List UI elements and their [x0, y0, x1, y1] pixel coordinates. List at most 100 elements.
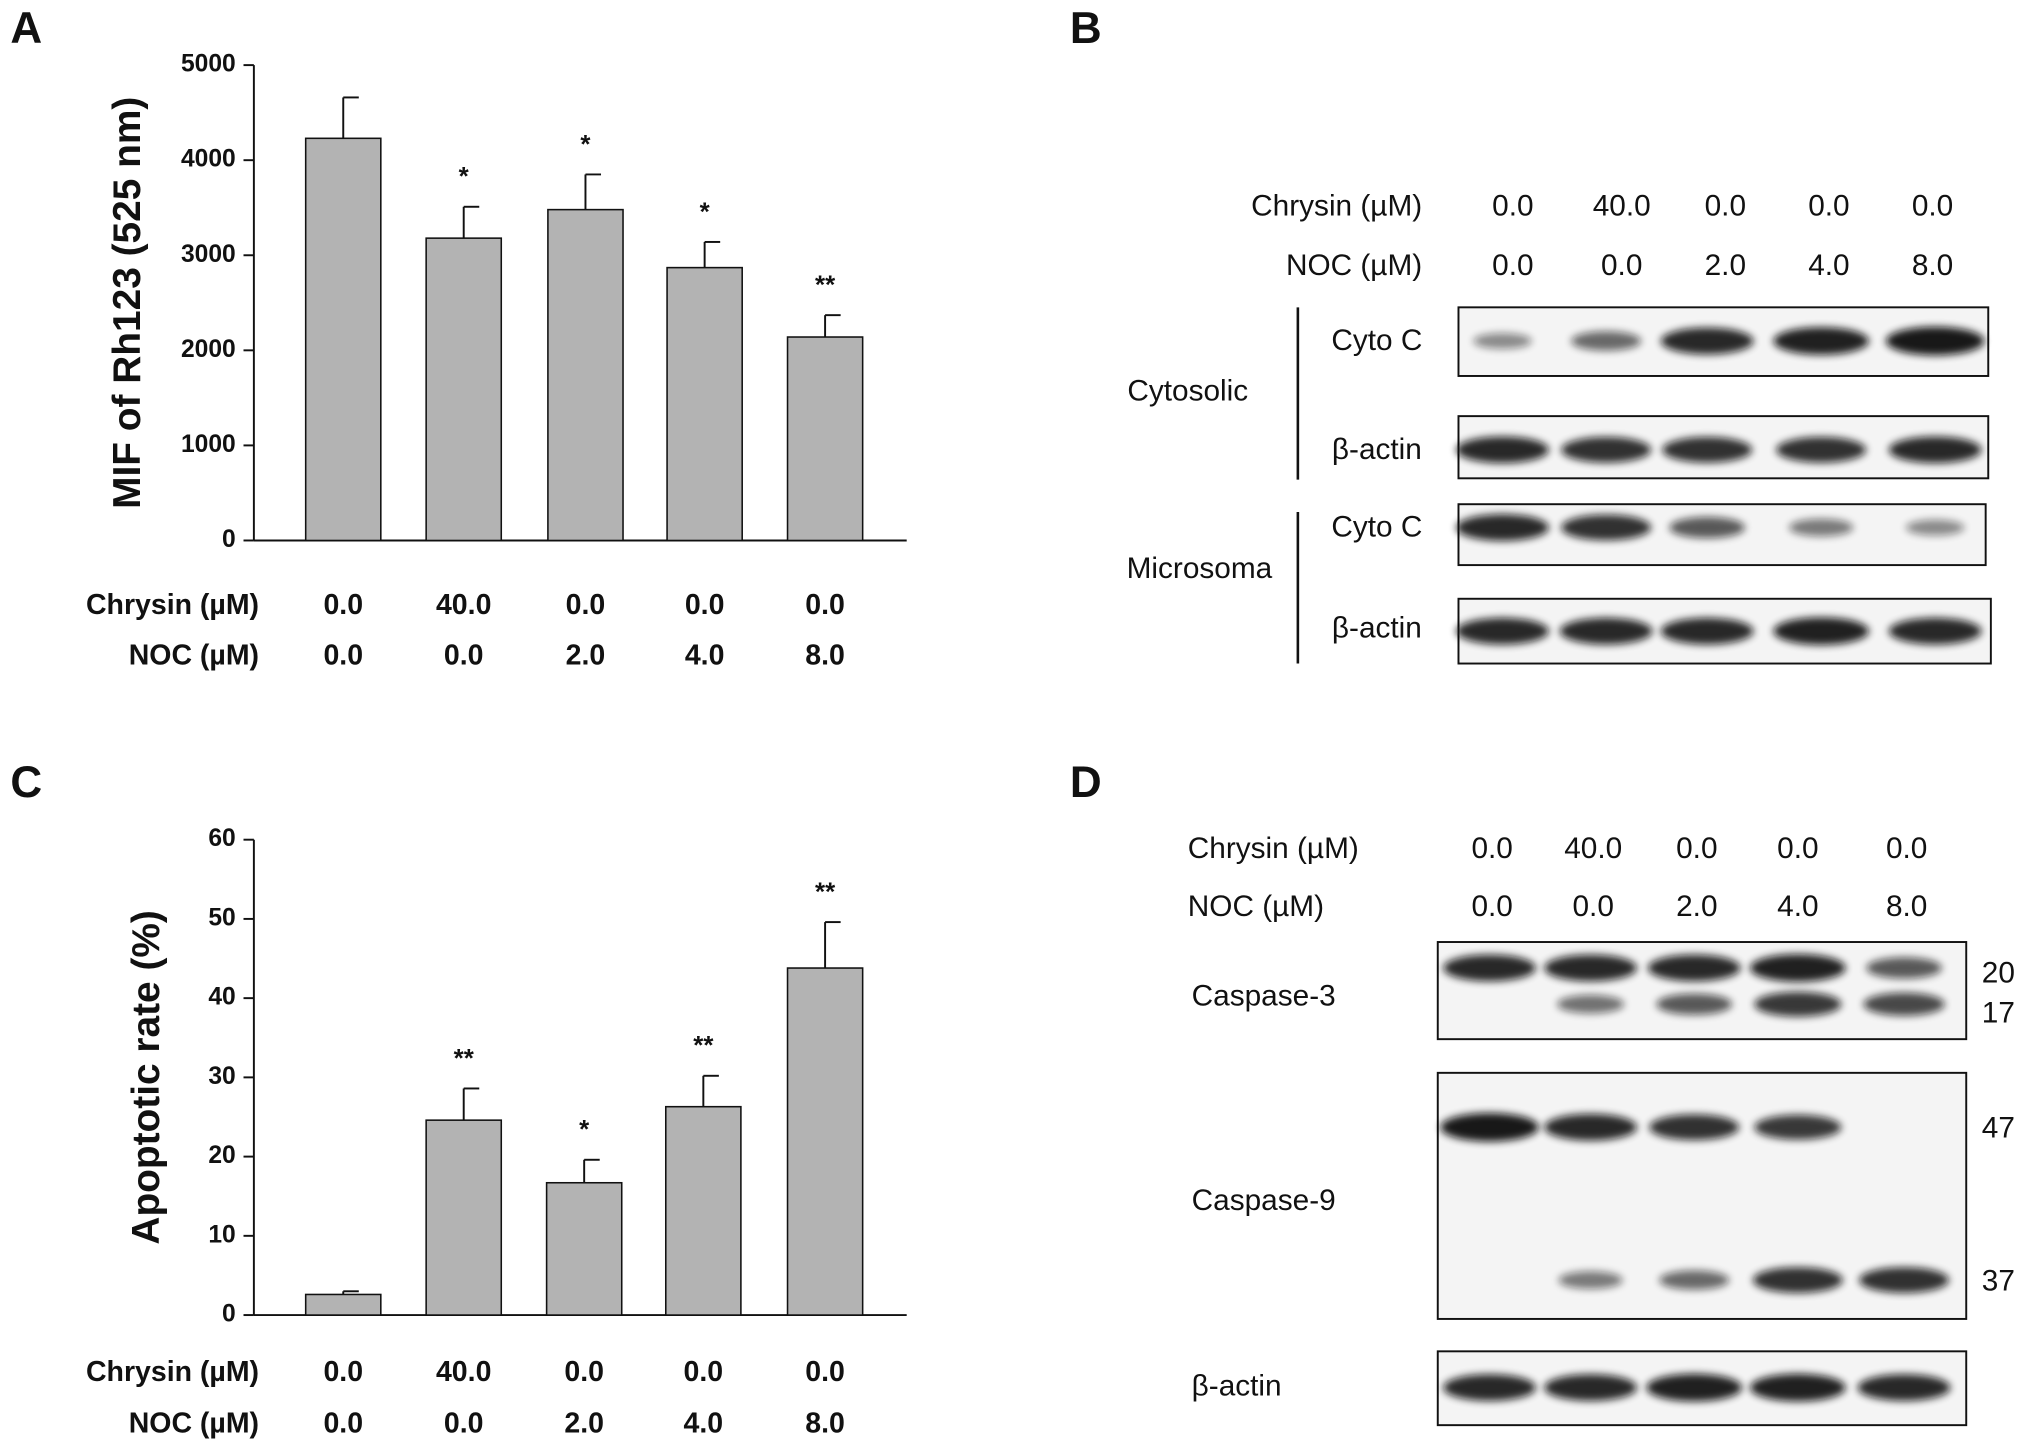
row-label: β-actin: [1192, 1369, 1282, 1402]
condition-label: NOC (µM): [129, 640, 259, 672]
bar: [786, 967, 864, 1316]
significance: *: [459, 163, 470, 191]
significance: *: [700, 198, 711, 226]
y-tick-label: 40: [208, 984, 235, 1011]
band: [1754, 991, 1842, 1017]
mw-marker: 37: [1982, 1265, 2015, 1298]
significance: *: [579, 1116, 590, 1144]
band: [1773, 617, 1869, 645]
band: [1443, 1374, 1536, 1401]
bar: [547, 208, 624, 542]
condition-value: 0.0: [1471, 832, 1512, 865]
band: [1662, 436, 1753, 463]
band: [1456, 617, 1549, 645]
band: [1557, 994, 1625, 1014]
row-label: Caspase-9: [1192, 1184, 1336, 1217]
group-label: Cytosolic: [1127, 375, 1248, 408]
bar: [425, 237, 503, 542]
significance: **: [693, 1032, 714, 1060]
condition-value: 0.0: [1601, 249, 1642, 282]
condition-label: Chrysin (µM): [86, 1356, 259, 1388]
condition-value: 8.0: [1912, 249, 1953, 282]
group-label: Microsoma: [1127, 552, 1273, 585]
y-tick-label: 50: [208, 904, 235, 931]
bar: [545, 1181, 623, 1316]
band: [1456, 436, 1549, 464]
mw-marker: 20: [1982, 956, 2015, 989]
significance: **: [815, 272, 836, 300]
band: [1659, 1270, 1730, 1290]
condition-label: NOC (µM): [1188, 890, 1324, 923]
band: [1571, 331, 1642, 351]
condition-value: 0.0: [1492, 189, 1533, 222]
band: [1776, 436, 1867, 463]
y-tick-label: 2000: [181, 336, 236, 363]
condition-value: 0.0: [323, 589, 363, 621]
bar: [304, 137, 382, 542]
condition-label: Chrysin (µM): [1251, 189, 1422, 222]
y-axis-label: Apoptotic rate (%): [125, 910, 168, 1244]
bar: [786, 336, 864, 542]
condition-value: 0.0: [1676, 832, 1717, 865]
condition-label: NOC (µM): [129, 1408, 259, 1440]
condition-value: 0.0: [1777, 832, 1818, 865]
band: [1649, 1114, 1740, 1141]
mw-marker: 47: [1982, 1112, 2015, 1145]
condition-value: 40.0: [436, 1356, 491, 1388]
band: [1866, 957, 1942, 979]
row-label: β-actin: [1332, 612, 1422, 645]
condition-value: 2.0: [564, 1408, 604, 1440]
band: [1561, 514, 1652, 541]
mw-marker: 17: [1982, 996, 2015, 1029]
band: [1888, 436, 1982, 464]
band: [1473, 333, 1532, 349]
condition-value: 4.0: [685, 640, 725, 672]
row-label: β-actin: [1332, 433, 1422, 466]
significance: **: [815, 878, 836, 906]
band: [1443, 954, 1536, 982]
y-tick-label: 10: [208, 1221, 235, 1248]
band: [1660, 617, 1754, 645]
band: [1647, 954, 1741, 982]
condition-value: 0.0: [323, 1408, 363, 1440]
condition-value: 2.0: [566, 640, 606, 672]
band: [1752, 1267, 1843, 1293]
band: [1456, 514, 1549, 541]
condition-value: 2.0: [1705, 249, 1746, 282]
condition-value: 0.0: [1808, 189, 1849, 222]
condition-value: 0.0: [805, 1356, 845, 1388]
band: [1754, 1114, 1842, 1140]
band: [1750, 1373, 1846, 1402]
condition-value: 0.0: [444, 1408, 484, 1440]
panel-label: B: [1070, 4, 1102, 53]
condition-value: 0.0: [1572, 890, 1613, 923]
condition-label: NOC (µM): [1286, 249, 1422, 282]
bar: [666, 266, 743, 542]
band: [1440, 1112, 1539, 1142]
condition-value: 0.0: [1912, 189, 1953, 222]
band: [1905, 519, 1965, 536]
condition-label: Chrysin (µM): [86, 589, 259, 621]
row-label: Caspase-3: [1192, 980, 1336, 1013]
y-tick-label: 60: [208, 825, 235, 852]
band: [1660, 327, 1754, 355]
condition-value: 40.0: [436, 589, 491, 621]
band: [1750, 954, 1846, 982]
row-label: Cyto C: [1331, 324, 1422, 357]
row-label: Cyto C: [1331, 511, 1422, 544]
y-tick-label: 0: [222, 526, 236, 553]
condition-value: 2.0: [1676, 890, 1717, 923]
band: [1544, 1374, 1637, 1401]
bar: [664, 1105, 742, 1316]
condition-label: Chrysin (µM): [1188, 832, 1359, 865]
condition-value: 0.0: [444, 640, 484, 672]
band: [1669, 516, 1746, 539]
y-tick-label: 1000: [181, 431, 236, 458]
panel-label: C: [10, 758, 42, 807]
condition-value: 40.0: [1564, 832, 1622, 865]
band: [1789, 518, 1854, 537]
band: [1857, 1374, 1951, 1401]
condition-value: 8.0: [805, 1408, 845, 1440]
